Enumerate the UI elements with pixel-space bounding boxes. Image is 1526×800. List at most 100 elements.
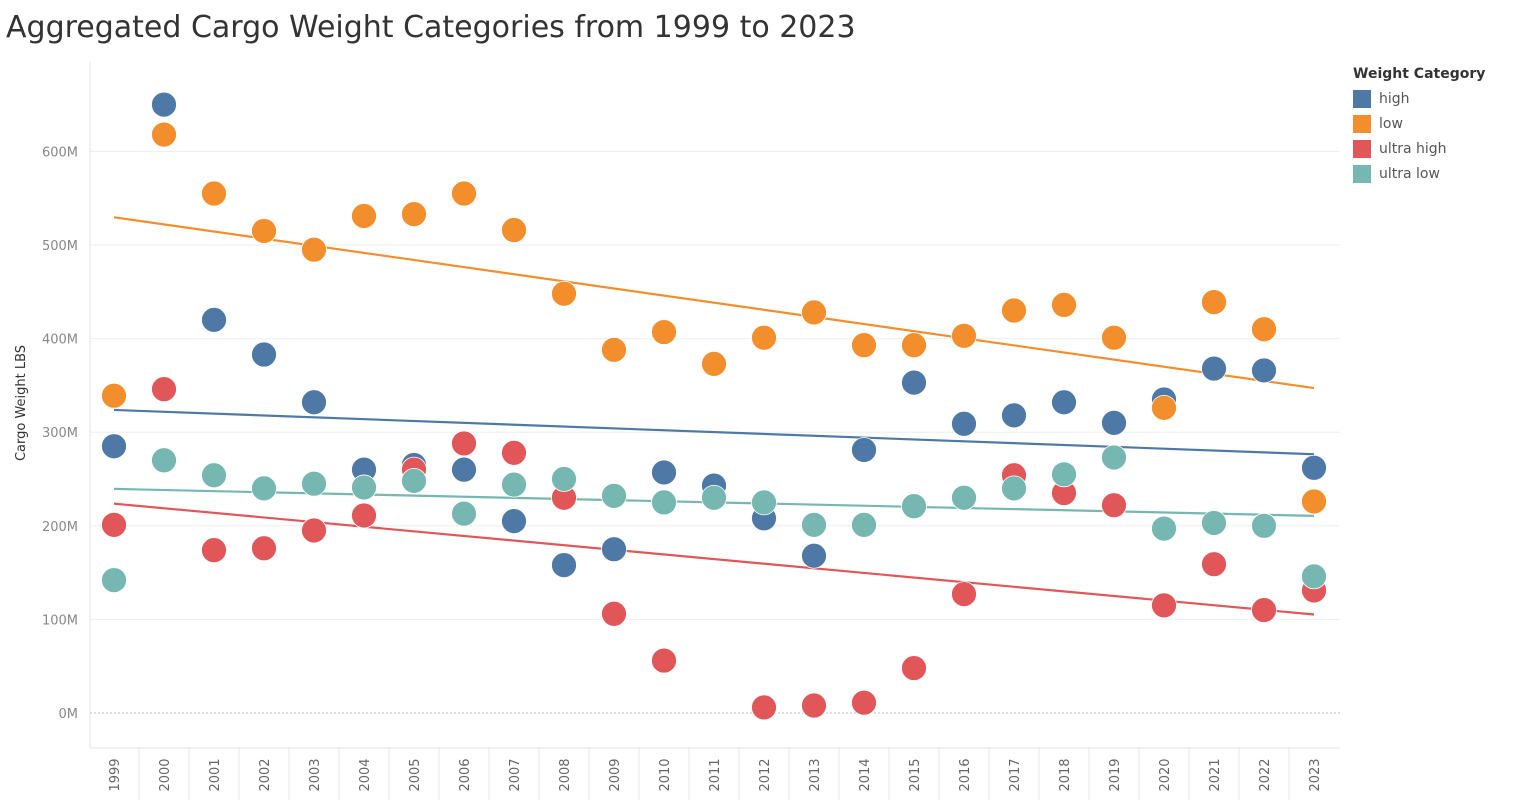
x-tick-label: 2013	[808, 758, 823, 791]
y-tick-label: 200M	[42, 520, 78, 535]
x-tick-label: 2003	[308, 758, 323, 791]
point-high	[101, 433, 127, 460]
point-ultra-low	[1001, 475, 1027, 502]
x-tick-label: 2023	[1308, 758, 1323, 791]
y-tick-label: 300M	[42, 426, 78, 441]
x-tick-label: 2010	[658, 758, 673, 791]
point-high	[1251, 357, 1277, 384]
x-tick-label: 2015	[908, 758, 923, 791]
point-ultra-low	[1301, 563, 1327, 590]
point-high	[1301, 454, 1327, 481]
legend-item[interactable]: low	[1353, 111, 1485, 136]
point-low	[751, 324, 777, 351]
grid-layer	[90, 150, 1340, 714]
y-tick-label: 0M	[59, 707, 79, 722]
point-low	[1201, 289, 1227, 315]
point-high	[301, 389, 327, 416]
x-tick-label: 2009	[608, 758, 623, 791]
point-high	[451, 456, 477, 483]
x-tick-label: 2004	[358, 758, 373, 791]
y-tick-label: 100M	[42, 613, 78, 628]
point-high	[651, 459, 677, 486]
point-low	[1251, 316, 1277, 343]
point-ultra-high	[201, 537, 227, 564]
point-ultra-low	[1101, 444, 1127, 471]
legend-items: high low ultra high ultra low	[1353, 86, 1485, 186]
point-ultra-high	[501, 439, 527, 466]
point-ultra-low	[901, 493, 927, 520]
point-high	[1201, 355, 1227, 382]
point-ultra-high	[1251, 597, 1277, 623]
y-tick-label: 600M	[42, 145, 78, 160]
legend-item[interactable]: high	[1353, 86, 1485, 111]
point-low	[151, 121, 177, 148]
point-low	[851, 332, 877, 359]
point-low	[451, 180, 477, 207]
x-tick-label: 2000	[158, 758, 173, 791]
point-ultra-low	[201, 462, 227, 489]
point-low	[1051, 292, 1077, 318]
point-ultra-high	[101, 511, 127, 538]
point-ultra-low	[501, 471, 527, 498]
point-high	[1051, 389, 1077, 416]
point-low	[1001, 297, 1027, 324]
point-low	[101, 382, 127, 409]
point-ultra-high	[301, 517, 327, 544]
legend-label: ultra high	[1379, 140, 1447, 157]
point-low	[951, 322, 977, 349]
point-ultra-high	[1101, 492, 1127, 519]
trend-line-ultra-high	[113, 502, 1315, 616]
point-high	[151, 91, 177, 118]
legend-item[interactable]: ultra high	[1353, 136, 1485, 161]
point-low	[551, 280, 577, 307]
point-low	[201, 180, 227, 207]
x-tick-label: 2016	[958, 758, 973, 791]
point-ultra-high	[151, 376, 177, 403]
x-tick-label: 2018	[1058, 758, 1073, 791]
point-low	[1301, 488, 1327, 515]
point-ultra-low	[551, 466, 577, 492]
x-tick-label: 2012	[758, 758, 773, 791]
point-low	[301, 236, 327, 263]
x-tick-label: 1999	[108, 758, 123, 791]
point-ultra-low	[251, 475, 277, 502]
point-ultra-low	[451, 500, 477, 527]
x-tick-label: 2011	[708, 758, 723, 791]
x-tick-label: 2006	[458, 758, 473, 791]
point-low	[1151, 394, 1177, 421]
point-low	[501, 217, 527, 243]
point-ultra-low	[1251, 512, 1277, 539]
point-ultra-high	[451, 430, 477, 457]
point-ultra-high	[751, 694, 777, 721]
point-ultra-low	[1201, 510, 1227, 536]
point-ultra-low	[1151, 515, 1177, 542]
point-high	[201, 306, 227, 333]
legend-swatch	[1353, 89, 1371, 108]
point-ultra-low	[351, 474, 377, 501]
point-high	[501, 508, 527, 535]
y-axis-label: Cargo Weight LBS	[14, 345, 29, 461]
legend-label: low	[1379, 115, 1403, 132]
chart-title: Aggregated Cargo Weight Categories from …	[6, 10, 856, 45]
point-ultra-low	[301, 470, 327, 497]
data-points	[101, 91, 1327, 721]
point-ultra-high	[951, 581, 977, 608]
point-low	[651, 319, 677, 345]
point-high	[601, 536, 627, 563]
x-tick-label: 2019	[1108, 758, 1123, 791]
point-low	[701, 350, 727, 377]
point-ultra-low	[601, 482, 627, 509]
point-ultra-high	[1201, 551, 1227, 578]
legend-label: high	[1379, 90, 1410, 107]
point-ultra-low	[851, 511, 877, 538]
point-ultra-high	[651, 647, 677, 674]
y-tick-label: 400M	[42, 333, 78, 348]
point-ultra-high	[901, 655, 927, 681]
point-ultra-low	[151, 447, 177, 474]
legend-swatch	[1353, 139, 1371, 158]
point-high	[1101, 409, 1127, 436]
legend-item[interactable]: ultra low	[1353, 161, 1485, 186]
x-tick-label: 2002	[258, 758, 273, 791]
point-low	[801, 299, 827, 326]
